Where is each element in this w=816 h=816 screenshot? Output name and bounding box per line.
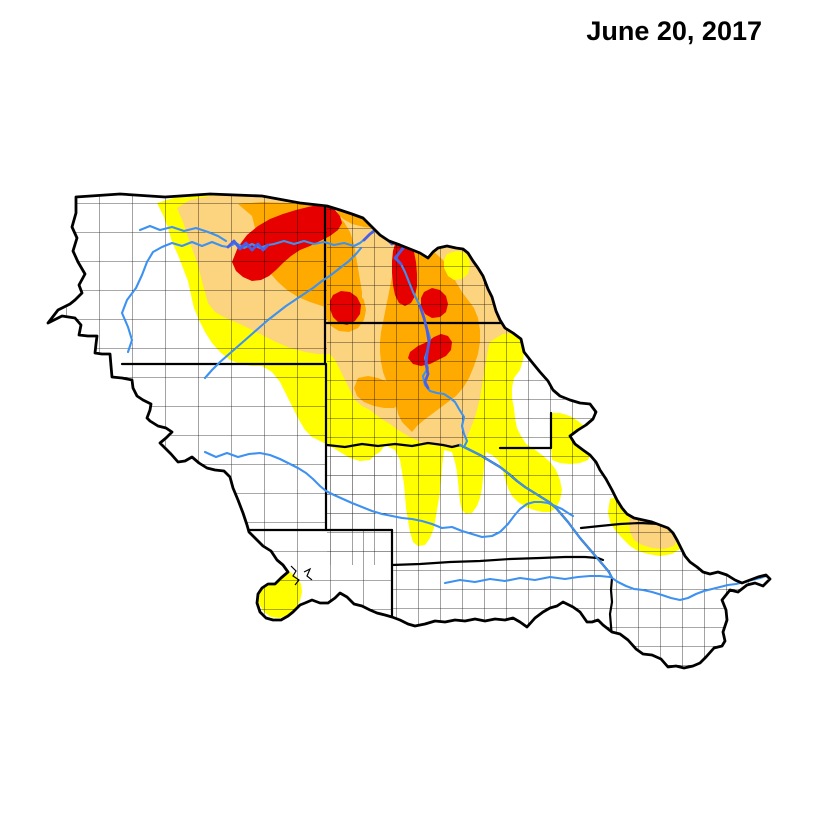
county-boundaries <box>48 194 770 668</box>
basin-interior <box>48 194 770 668</box>
basin-outline <box>46 192 772 670</box>
state-line-ne-ks <box>390 555 605 567</box>
creek-mark-1 <box>290 565 300 586</box>
county-grid-south <box>392 530 770 668</box>
milk-river <box>138 224 228 243</box>
county-grid-west <box>48 194 327 530</box>
kansas-river <box>443 574 612 585</box>
creek-mark-2 <box>303 567 313 581</box>
creek-marks <box>290 565 313 586</box>
state-line-sd-ne <box>325 441 462 449</box>
county-grid-east <box>327 194 770 530</box>
yellowstone-river <box>203 246 363 380</box>
state-line-sd-mn-ia <box>498 411 553 450</box>
platte-river <box>203 450 575 539</box>
fort-peck-reservoir <box>226 239 270 252</box>
oahe-reservoir <box>418 304 431 390</box>
map-date-title: June 20, 2017 <box>586 16 762 46</box>
